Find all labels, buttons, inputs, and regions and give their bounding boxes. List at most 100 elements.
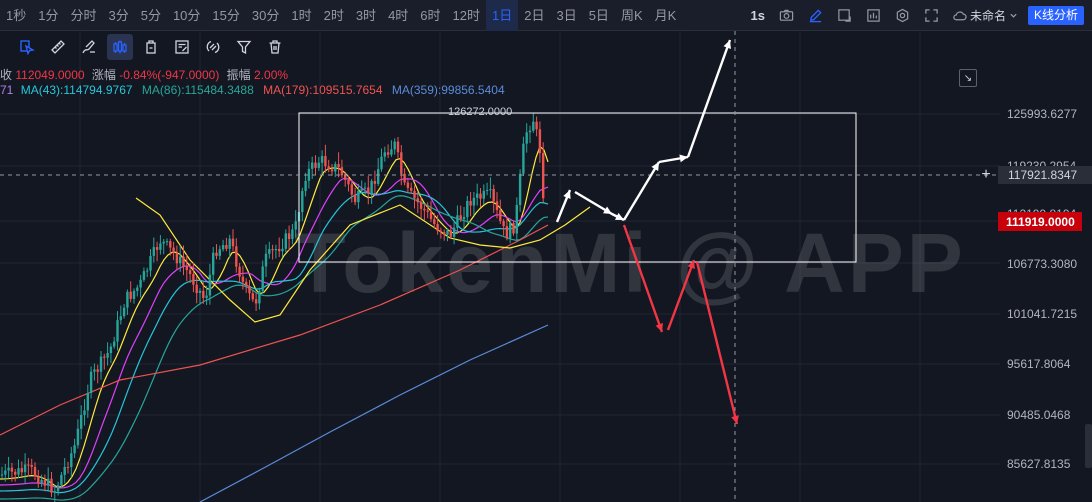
timeframe-5[interactable]: 10分 xyxy=(172,7,201,23)
candle-69 xyxy=(228,234,231,258)
timeframe-14[interactable]: 1日 xyxy=(486,0,519,31)
candle-144 xyxy=(476,183,479,206)
timeframe-11[interactable]: 4时 xyxy=(388,7,409,23)
layout-selector[interactable]: 未命名 xyxy=(946,7,1024,24)
candle-14 xyxy=(47,467,50,491)
settings-icon[interactable] xyxy=(888,0,917,31)
timeframe-2[interactable]: 分时 xyxy=(70,7,97,23)
filter-icon[interactable] xyxy=(231,34,257,60)
candle-28 xyxy=(93,363,96,381)
candle-51 xyxy=(169,238,172,256)
ma43-value: MA(43):114794.9767 xyxy=(20,83,133,97)
fullscreen-icon[interactable] xyxy=(917,0,946,31)
kline-analysis-button[interactable]: K线分析 xyxy=(1027,6,1084,25)
timeframe-15[interactable]: 2日 xyxy=(524,7,545,23)
candle-159 xyxy=(525,123,528,153)
candle-18 xyxy=(60,472,63,488)
timeframe-16[interactable]: 3日 xyxy=(556,7,577,23)
indicator-icon[interactable] xyxy=(859,0,888,31)
candle-155 xyxy=(512,220,515,236)
select-icon[interactable] xyxy=(14,34,40,60)
pen-icon[interactable] xyxy=(76,34,102,60)
candle-62 xyxy=(205,285,208,305)
timeframe-1[interactable]: 1分 xyxy=(38,7,59,23)
candle-147 xyxy=(485,182,489,196)
timeframe-3[interactable]: 3分 xyxy=(108,7,129,23)
candle-27 xyxy=(89,366,93,399)
plus-icon[interactable]: + xyxy=(981,166,991,183)
timeframe-19[interactable]: 月K xyxy=(654,7,677,23)
timeframe-17[interactable]: 5日 xyxy=(588,7,609,23)
timeframe-4[interactable]: 5分 xyxy=(140,7,161,23)
candle-4 xyxy=(14,469,17,482)
candle-92 xyxy=(304,172,307,197)
candle-141 xyxy=(466,195,469,223)
candle-157 xyxy=(518,169,522,212)
expand-icon[interactable] xyxy=(830,0,859,31)
trash-icon[interactable] xyxy=(262,34,288,60)
ma-line-ma359 xyxy=(199,324,549,502)
candle-150 xyxy=(495,192,499,219)
candle-80 xyxy=(264,244,268,277)
interval-button[interactable]: 1s xyxy=(750,8,765,23)
candle-70 xyxy=(231,229,235,252)
candle-19 xyxy=(63,458,66,484)
timeframe-8[interactable]: 1时 xyxy=(291,7,312,23)
timeframe-10[interactable]: 3时 xyxy=(355,7,377,23)
edit-icon[interactable] xyxy=(801,0,830,31)
white-arrow-3 xyxy=(622,161,661,221)
candle-47 xyxy=(155,241,159,262)
timeframe-0[interactable]: 1秒 xyxy=(6,7,27,23)
magnet-icon[interactable] xyxy=(200,34,226,60)
candle-5 xyxy=(17,459,20,479)
candle-24 xyxy=(80,405,83,440)
candle-icon[interactable] xyxy=(107,33,133,60)
candle-154 xyxy=(509,219,512,244)
candle-91 xyxy=(301,187,304,222)
note-icon[interactable] xyxy=(169,34,195,60)
candle-127 xyxy=(419,196,423,219)
candle-59 xyxy=(195,276,198,304)
price-axis-label-7: 85627.8135 xyxy=(1007,457,1071,471)
candle-78 xyxy=(258,287,261,310)
candle-58 xyxy=(192,262,195,293)
candle-32 xyxy=(106,342,109,366)
ma-line-ma179 xyxy=(0,224,549,436)
candle-67 xyxy=(221,239,225,252)
timeframe-18[interactable]: 周K xyxy=(620,7,643,23)
candle-110 xyxy=(363,182,367,195)
red-arrow-2 xyxy=(666,259,696,331)
candle-158 xyxy=(522,136,525,177)
timeframe-7[interactable]: 30分 xyxy=(251,7,280,23)
last-price: 111919.0000 xyxy=(1006,215,1075,229)
candle-164 xyxy=(542,142,545,203)
candle-122 xyxy=(403,168,406,186)
candle-102 xyxy=(337,152,340,178)
candle-162 xyxy=(535,116,538,137)
candle-138 xyxy=(456,205,459,235)
tag-icon[interactable] xyxy=(138,34,164,60)
candle-77 xyxy=(254,292,258,311)
chart-toolbar-right: 1s 未命名 K线分析 xyxy=(744,0,1092,31)
timeframe-13[interactable]: 12时 xyxy=(452,7,480,23)
ruler-icon[interactable] xyxy=(45,34,71,60)
collapse-icon[interactable]: ↘ xyxy=(959,69,977,87)
ohlc-info-row: 收 112049.0000 涨幅 -0.84%(-947.0000) 振幅 2.… xyxy=(0,66,288,83)
candle-96 xyxy=(317,156,320,171)
timeframe-12[interactable]: 6时 xyxy=(420,7,441,23)
price-axis-label-4: 101041.7215 xyxy=(1007,307,1077,321)
candle-132 xyxy=(436,215,439,235)
candle-9 xyxy=(30,458,33,475)
candle-113 xyxy=(373,170,377,194)
watermark: TokenMi @ APP xyxy=(294,216,966,310)
price-axis-label-3: 106773.3080 xyxy=(1007,257,1077,271)
candle-131 xyxy=(433,212,436,229)
candle-81 xyxy=(268,241,271,259)
timeframe-9[interactable]: 2时 xyxy=(323,7,344,23)
scroll-handle[interactable] xyxy=(1085,424,1092,468)
ma86-value: MA(86):115484.3488 xyxy=(141,83,254,97)
camera-icon[interactable] xyxy=(772,0,801,31)
change-label: 涨幅 xyxy=(91,68,116,82)
timeframe-6[interactable]: 15分 xyxy=(212,7,240,23)
